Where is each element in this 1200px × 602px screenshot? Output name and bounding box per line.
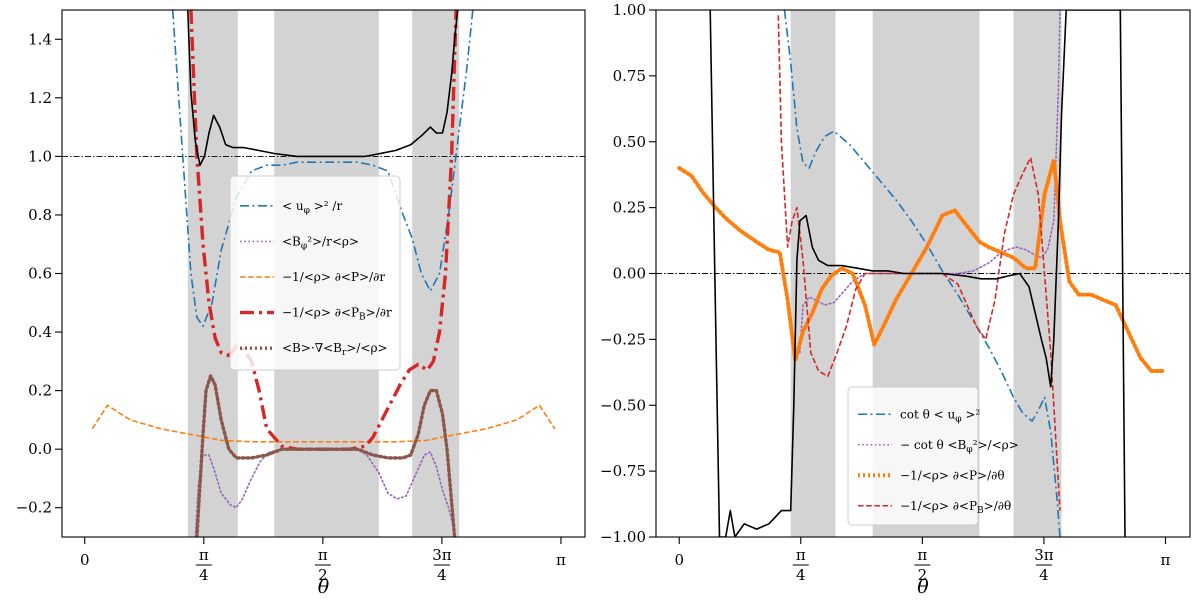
y-tick-label-left-7: 1.2 — [28, 89, 52, 107]
x-tick-label-den-left-2: 2 — [318, 566, 328, 584]
legend-label-part: −1/<ρ> ∂<P>/∂r — [282, 270, 385, 284]
x-tick-label-left-0: 0 — [80, 551, 90, 569]
chart-left: 0 π 4 π 2 3π 4 π −0.2 0.0 0.2 0.4 0.6 0.8 1.0 1.2 1.4 θ < … — [16, 9, 586, 598]
legend-label-right-0: cot θ < uφ >² — [900, 407, 980, 424]
y-tick-label-right-7: 0.75 — [613, 67, 646, 85]
x-tick-label-num-right-1: π — [796, 546, 806, 564]
legend-label-part: >/∂θ — [984, 499, 1012, 513]
x-tick-label-den-right-2: 2 — [918, 566, 928, 584]
legend-label-part: −1/<ρ> ∂<P — [282, 306, 359, 320]
x-tick-label-den-right-1: 4 — [796, 566, 806, 584]
legend-label-left-0: < uφ >² /r — [282, 199, 342, 216]
y-tick-label-right-0: −1.00 — [600, 528, 646, 546]
series-line-right-4 — [709, 10, 1126, 537]
x-tick-label-right-0: 0 — [674, 551, 684, 569]
legend-label-part: −1/<ρ> ∂<P>/∂θ — [900, 468, 1005, 482]
legend-label-left-2: −1/<ρ> ∂<P>/∂r — [282, 270, 385, 284]
series-line-right-2 — [677, 158, 1165, 373]
y-tick-label-left-1: 0.0 — [28, 440, 52, 458]
legend-label-part: >² — [962, 407, 981, 421]
y-tick-label-right-5: 0.25 — [613, 199, 646, 217]
x-tick-label-den-left-1: 4 — [199, 566, 209, 584]
legend-label-part: >/∂r — [366, 306, 392, 320]
x-tick-label-num-left-3: 3π — [432, 546, 452, 564]
y-tick-label-right-8: 1.00 — [613, 1, 646, 19]
x-tick-label-den-left-3: 4 — [437, 566, 447, 584]
legend-label-right-1: − cot θ <Bφ²>/<ρ> — [900, 438, 1019, 455]
x-tick-label-num-left-2: π — [318, 546, 328, 564]
y-tick-label-left-3: 0.4 — [28, 323, 52, 341]
legend-label-part: r — [342, 348, 347, 358]
series-group-left — [91, 10, 556, 537]
legend-label-part: ²>/<ρ> — [973, 438, 1019, 452]
x-tick-label-num-left-1: π — [199, 546, 209, 564]
series-line-left-5 — [187, 10, 459, 166]
chart-right: 0 π 4 π 2 3π 4 π −1.00 −0.75 −0.50 −0.25 0.00 0.25 0.5… — [600, 1, 1191, 598]
series-line-left-0 — [171, 10, 474, 328]
legend-label-left-4: <B>·∇<Br>/<ρ> — [282, 341, 388, 358]
x-tick-label-num-right-3: 3π — [1034, 546, 1054, 564]
series-group-right — [677, 10, 1165, 537]
y-tick-label-right-3: −0.25 — [600, 330, 646, 348]
legend-label-part: ²>/r<ρ> — [307, 234, 359, 248]
series-line-right-1 — [799, 10, 1061, 354]
y-tick-label-right-1: −0.75 — [600, 462, 646, 480]
x-tick-label-left-4: π — [556, 551, 566, 569]
y-tick-label-right-6: 0.50 — [613, 133, 646, 151]
legend-label-right-2: −1/<ρ> ∂<P>/∂θ — [900, 468, 1005, 482]
x-axis-label-right: θ — [917, 576, 929, 598]
legend-label-part: φ — [301, 241, 307, 251]
legend-label-part: >² /r — [310, 199, 343, 213]
y-tick-label-left-8: 1.4 — [28, 30, 52, 48]
legend-label-part: −1/<ρ> ∂<P — [900, 499, 977, 513]
series-line-left-4 — [195, 374, 457, 537]
y-tick-label-left-2: 0.2 — [28, 382, 52, 400]
legend-label-part: φ — [955, 414, 961, 424]
x-tick-label-num-right-2: π — [917, 546, 927, 564]
legend-label-part: <B — [282, 234, 301, 248]
legend-label-part: − cot θ <B — [900, 438, 967, 452]
y-tick-label-left-6: 1.0 — [28, 147, 52, 165]
legend-label-part: B — [977, 506, 984, 516]
y-tick-label-left-5: 0.8 — [28, 206, 52, 224]
legend-label-part: < u — [282, 199, 304, 213]
legend-label-left-1: <Bφ²>/r<ρ> — [282, 234, 359, 251]
legend-label-right-3: −1/<ρ> ∂<PB>/∂θ — [900, 499, 1011, 516]
x-tick-label-right-4: π — [1161, 551, 1171, 569]
legend-label-part: B — [359, 313, 366, 323]
y-tick-label-right-2: −0.50 — [600, 396, 646, 414]
legend-box-right — [847, 386, 979, 526]
legend-box-left — [229, 175, 401, 371]
y-tick-label-left-0: −0.2 — [16, 499, 52, 517]
legend-label-part: φ — [304, 206, 310, 216]
legend-label-part: >/<ρ> — [346, 341, 387, 355]
legend-label-part: <B>·∇<B — [282, 341, 342, 355]
legend-label-left-3: −1/<ρ> ∂<PB>/∂r — [282, 306, 392, 323]
series-line-left-2 — [91, 404, 556, 443]
y-tick-label-left-4: 0.6 — [28, 265, 52, 283]
x-axis-label-left: θ — [318, 576, 330, 598]
y-tick-label-right-4: 0.00 — [613, 265, 646, 283]
shaded-band-left-2 — [412, 10, 460, 537]
legend-label-part: φ — [966, 445, 972, 455]
x-tick-label-den-right-3: 4 — [1039, 566, 1049, 584]
legend-label-part: cot θ < u — [900, 407, 955, 421]
